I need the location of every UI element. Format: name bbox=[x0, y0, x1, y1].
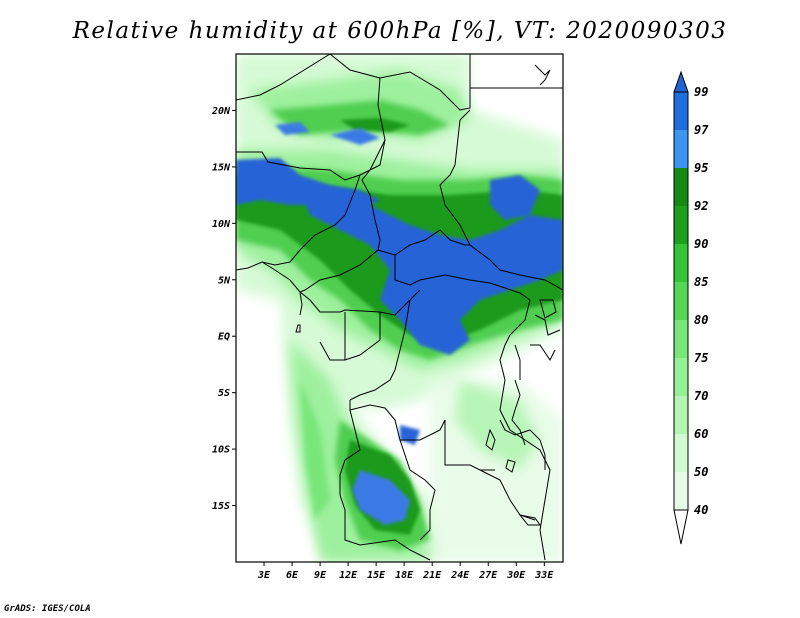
lat-tick-label: 5N bbox=[218, 275, 231, 286]
colorbar-swatch bbox=[674, 358, 688, 396]
colorbar-swatch bbox=[674, 92, 688, 130]
colorbar-level-label: 97 bbox=[694, 123, 709, 137]
colorbar-level-label: 95 bbox=[694, 161, 708, 175]
map-title: Relative humidity at 600hPa [%], VT: 202… bbox=[72, 18, 728, 44]
humidity-field bbox=[236, 54, 563, 562]
lon-tick-label: 3E bbox=[257, 570, 271, 581]
colorbar-swatch bbox=[674, 396, 688, 434]
lat-tick-label: 15S bbox=[212, 501, 230, 512]
lon-tick-label: 6E bbox=[286, 570, 299, 581]
lon-tick-label: 18E bbox=[395, 570, 414, 581]
lon-tick-label: 27E bbox=[478, 570, 498, 581]
footer-credit: GrADS: IGES/COLA bbox=[4, 604, 91, 614]
colorbar-level-label: 80 bbox=[694, 313, 708, 327]
colorbar-swatch bbox=[674, 168, 688, 206]
colorbar-bottom-arrow bbox=[673, 509, 689, 545]
colorbar-level-label: 85 bbox=[694, 275, 708, 289]
colorbar-level-label: 50 bbox=[694, 465, 708, 479]
colorbar-swatch bbox=[674, 282, 688, 320]
lon-tick-label: 24E bbox=[450, 570, 470, 581]
colorbar-swatch bbox=[674, 472, 688, 510]
colorbar-level-label: 99 bbox=[694, 85, 708, 99]
lat-tick-label: 5S bbox=[218, 388, 230, 399]
colorbar-swatch bbox=[674, 206, 688, 244]
colorbar-level-label: 40 bbox=[694, 503, 708, 517]
colorbar-level-label: 70 bbox=[694, 389, 708, 403]
lon-tick-label: 12E bbox=[339, 570, 358, 581]
coastlines bbox=[236, 64, 557, 526]
lat-tick-label: 15N bbox=[212, 162, 231, 173]
lon-tick-label: 33E bbox=[534, 570, 554, 581]
lat-tick-label: 20N bbox=[211, 106, 231, 117]
colorbar-level-label: 60 bbox=[694, 427, 708, 441]
colorbar-top-arrow bbox=[673, 70, 689, 93]
map-frame bbox=[235, 53, 564, 563]
colorbar-swatch bbox=[674, 244, 688, 282]
colorbar-swatch bbox=[674, 434, 688, 472]
lat-tick-label: 10S bbox=[212, 445, 230, 456]
lon-tick-label: 21E bbox=[422, 570, 442, 581]
country-borders bbox=[236, 54, 563, 561]
longitude-axis: 3E 6E 9E 12E 15E 18E 21E 24E 27E 30E 33E bbox=[257, 562, 554, 581]
lon-tick-label: 30E bbox=[506, 570, 526, 581]
humidity-saturated-layer bbox=[236, 122, 563, 525]
lat-tick-label: 10N bbox=[212, 219, 231, 230]
colorbar-swatch bbox=[674, 320, 688, 358]
lat-tick-label: EQ bbox=[218, 332, 230, 343]
colorbar-swatch bbox=[674, 130, 688, 168]
latitude-axis: 20N 15N 10N 5N EQ 5S 10S 15S bbox=[211, 106, 236, 512]
colorbar-level-label: 90 bbox=[694, 237, 708, 251]
colorbar-level-label: 75 bbox=[694, 351, 708, 365]
colorbar-level-label: 92 bbox=[694, 199, 708, 213]
lon-tick-label: 9E bbox=[314, 570, 327, 581]
colorbar: 99 97 95 92 90 85 80 75 70 60 50 40 bbox=[673, 70, 709, 545]
lon-tick-label: 15E bbox=[367, 570, 386, 581]
